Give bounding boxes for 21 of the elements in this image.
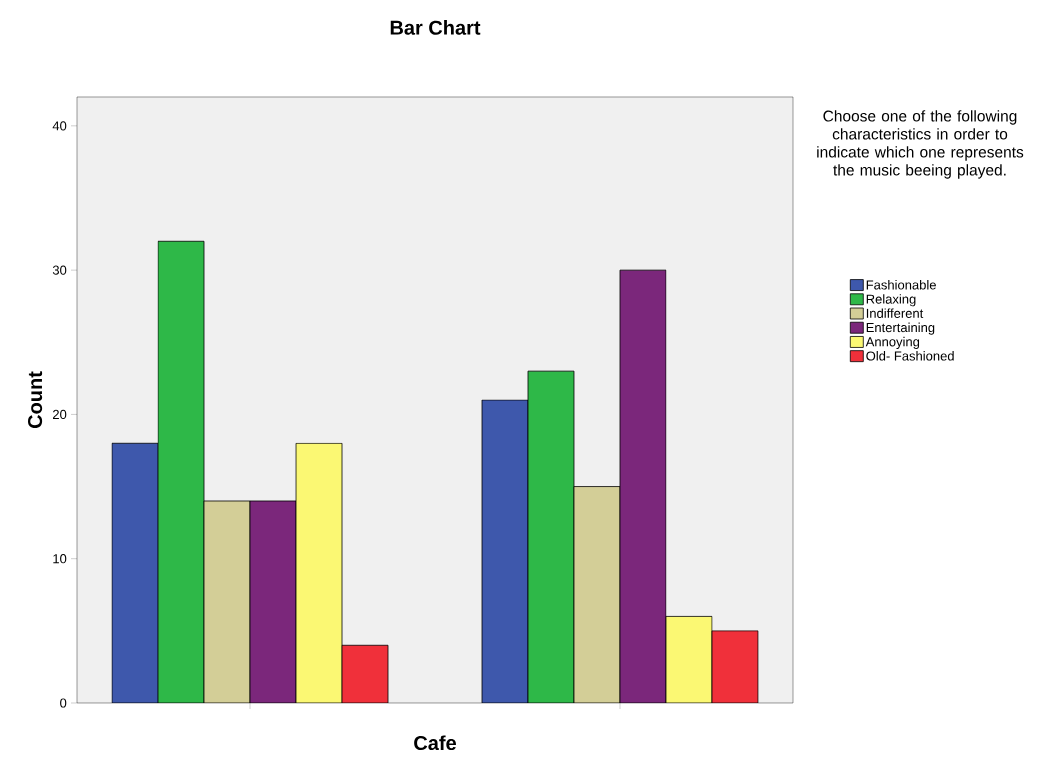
legend-label: Entertaining <box>866 322 935 335</box>
legend-title: Choose one of the following characteristics in order to indicate which one represents the music beeing played. <box>817 110 1024 179</box>
bar <box>619 269 667 703</box>
y-tick-label: 0 <box>60 698 67 708</box>
legend-label: Relaxing <box>866 294 916 307</box>
legend-label: Annoying <box>865 336 920 349</box>
bar <box>527 370 575 703</box>
bar <box>573 486 621 703</box>
bar <box>203 500 251 703</box>
x-axis-title: Cafe <box>414 735 456 751</box>
bar <box>249 500 297 703</box>
legend-label: Fashionable <box>866 279 936 290</box>
y-tick-label: 30 <box>52 265 67 275</box>
bar <box>157 240 205 703</box>
legend-label: Old- Fashioned <box>866 351 954 361</box>
y-tick-label: 10 <box>53 554 67 564</box>
y-tick-label: 40 <box>52 121 67 131</box>
chart-title: Bar Chart <box>390 20 481 35</box>
y-tick-label: 20 <box>53 409 67 420</box>
y-axis-title: Count <box>27 371 43 429</box>
legend-label: Indifferent <box>866 308 924 318</box>
